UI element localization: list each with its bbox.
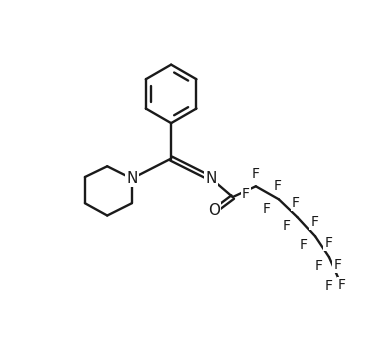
Text: F: F [252,167,260,181]
Text: F: F [263,202,270,216]
Text: F: F [324,279,332,293]
Text: F: F [242,187,250,201]
Text: F: F [324,236,332,250]
Text: F: F [315,260,323,273]
Text: O: O [208,203,220,218]
Text: N: N [126,171,138,186]
Text: F: F [338,278,346,292]
Text: F: F [292,196,300,210]
Text: F: F [282,219,291,233]
Text: F: F [274,179,281,193]
Text: F: F [333,258,341,272]
Text: F: F [310,215,318,229]
Text: F: F [300,238,308,252]
Text: N: N [206,171,217,186]
